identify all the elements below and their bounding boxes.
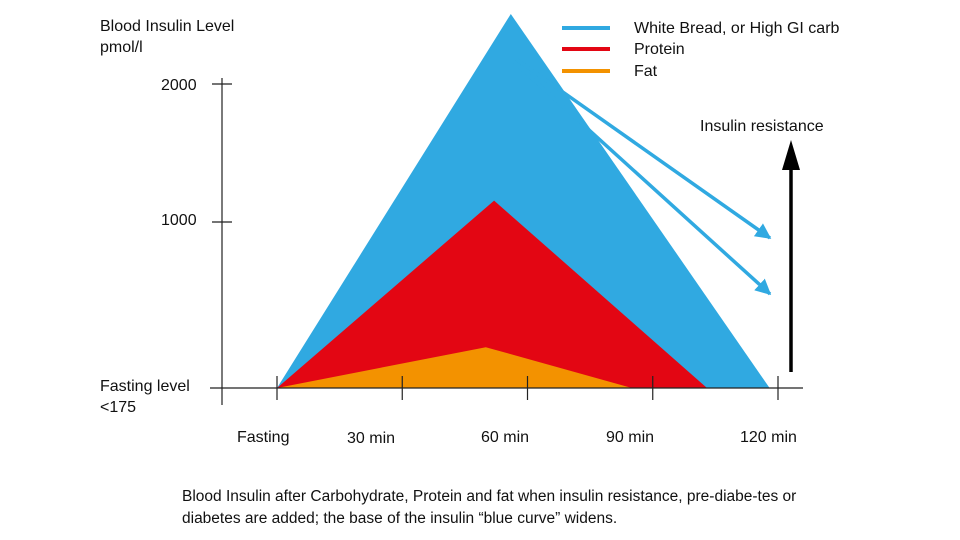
legend-swatch-white-bread [562, 26, 610, 30]
x-tick-label-fasting: Fasting [237, 429, 289, 446]
legend-label-white-bread: White Bread, or High GI carb [634, 20, 840, 37]
x-ticks [276, 376, 779, 400]
fasting-level-label-line1: Fasting level [100, 378, 190, 395]
x-tick-label-90-min: 90 min [606, 429, 654, 446]
blue-arrow-upper [514, 57, 772, 240]
legend: White Bread, or High GI carb Protein Fat [562, 20, 840, 80]
insulin-resistance-arrow-head [782, 140, 800, 170]
x-tick-label-60-min: 60 min [481, 429, 529, 446]
fasting-level-label-line2: <175 [100, 399, 136, 416]
legend-swatch-fat [562, 69, 610, 73]
y-tick-label-2000: 2000 [161, 77, 197, 94]
legend-label-fat: Fat [634, 63, 658, 80]
legend-swatch-protein [562, 47, 610, 51]
series-area-fat [277, 347, 632, 388]
y-tick-label-1000: 1000 [161, 212, 197, 229]
x-tick-label-120-min: 120 min [740, 429, 797, 446]
x-tick-label-30-min: 30 min [347, 430, 395, 447]
legend-label-protein: Protein [634, 41, 685, 58]
y-axis-title-line2: pmol/l [100, 39, 143, 56]
series-area-protein [277, 200, 707, 388]
chart-caption: Blood Insulin after Carbohydrate, Protei… [182, 488, 797, 527]
blue-arrow-lower [512, 60, 772, 296]
y-axis-title-line1: Blood Insulin Level [100, 18, 234, 35]
insulin-resistance-label: Insulin resistance [700, 118, 824, 135]
